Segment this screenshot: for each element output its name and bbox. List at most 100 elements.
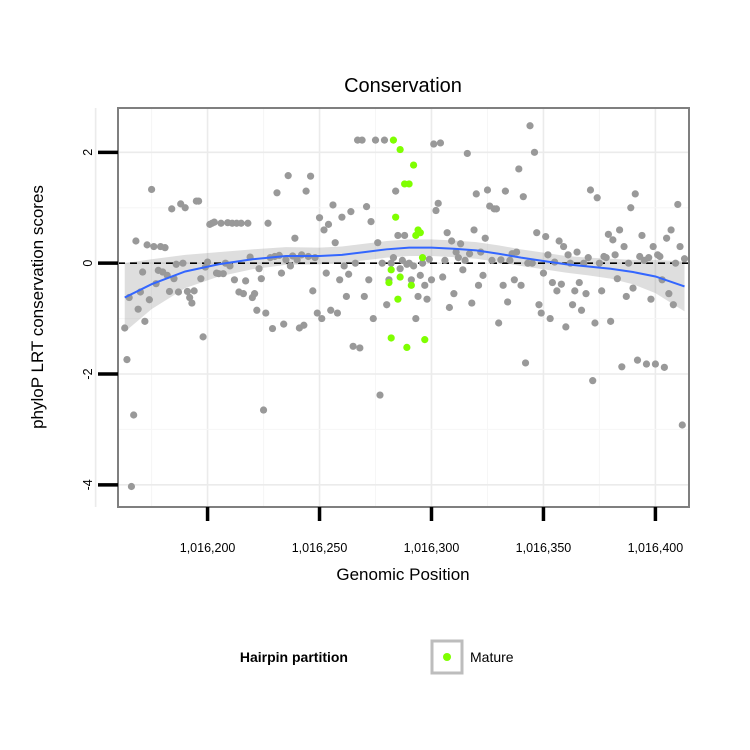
axes: 1,016,200 1,016,250 1,016,300 1,016,350 1,01… (81, 149, 683, 555)
data-point-mature (389, 136, 398, 144)
data-point (121, 324, 129, 332)
data-point (427, 276, 436, 284)
data-point (423, 295, 431, 303)
data-point-mature (396, 145, 404, 154)
legend-key-box (430, 639, 464, 675)
data-point (479, 271, 487, 279)
y-tick-label: -2 (81, 368, 95, 379)
data-point (356, 344, 364, 352)
data-point (421, 281, 429, 289)
data-point (302, 187, 310, 195)
data-point (441, 256, 449, 264)
data-point (665, 290, 673, 298)
data-point (459, 266, 467, 274)
data-point (468, 299, 476, 307)
plot-frame (117, 107, 690, 508)
data-point (145, 296, 153, 304)
data-point-mature (418, 254, 427, 262)
data-point (624, 259, 633, 267)
x-tick-label: 1,016,400 (628, 541, 684, 555)
data-point (499, 281, 507, 289)
data-point (181, 204, 189, 212)
data-point (674, 200, 682, 209)
data-point (250, 290, 259, 298)
legend-key-mature (443, 653, 451, 661)
data-point (217, 219, 225, 227)
data-points (121, 122, 689, 491)
data-point (638, 231, 646, 240)
data-point (338, 213, 346, 221)
data-point (557, 280, 565, 288)
data-point (584, 254, 592, 262)
data-point (452, 248, 460, 256)
plot-area (118, 108, 689, 507)
data-point (168, 205, 176, 213)
data-point (448, 237, 456, 245)
data-point (186, 293, 194, 302)
data-point (651, 360, 660, 368)
data-point (544, 251, 552, 259)
smooth-trend-line (124, 246, 685, 299)
data-point (291, 234, 299, 242)
data-point (669, 301, 677, 309)
data-point (631, 190, 639, 198)
data-point (598, 287, 606, 295)
data-point (497, 256, 505, 264)
data-point (472, 190, 480, 198)
data-point-mature (403, 343, 411, 351)
data-point (586, 186, 595, 194)
data-point (461, 256, 469, 264)
data-point (329, 201, 337, 209)
data-point (564, 251, 572, 259)
data-point (656, 252, 664, 261)
chart-title: Conservation (344, 75, 462, 97)
data-point (615, 226, 624, 234)
data-point (504, 298, 512, 306)
data-point (591, 319, 599, 327)
data-point (378, 259, 386, 267)
data-point (195, 197, 203, 205)
data-point (660, 363, 668, 371)
data-point-mature (416, 229, 424, 237)
data-point (571, 287, 579, 295)
data-point (663, 234, 671, 242)
data-point (242, 277, 250, 285)
data-point (573, 248, 581, 256)
smooth-line (124, 246, 685, 299)
data-point (434, 199, 442, 207)
data-point (443, 229, 451, 237)
data-point (418, 259, 427, 267)
x-axis-label: Genomic Position (336, 565, 469, 584)
data-point (313, 309, 321, 317)
data-point (609, 236, 617, 244)
data-point (340, 262, 348, 270)
data-point (280, 320, 288, 328)
data-point (676, 242, 684, 251)
data-point (358, 136, 366, 144)
data-point (188, 299, 196, 307)
data-point (226, 262, 234, 270)
data-point (409, 262, 418, 270)
data-point (351, 259, 359, 267)
data-point (512, 248, 521, 256)
data-point (483, 186, 492, 194)
data-point (123, 355, 131, 364)
data-point (165, 287, 174, 296)
data-point (376, 391, 384, 399)
data-point (315, 214, 324, 222)
data-point (306, 172, 315, 180)
data-point (264, 219, 272, 227)
data-point (553, 287, 561, 295)
data-point (622, 292, 630, 301)
data-point (680, 255, 689, 263)
data-point (416, 271, 424, 279)
data-point (474, 281, 483, 289)
data-point (495, 319, 503, 327)
data-point (132, 237, 140, 245)
data-point (613, 275, 621, 283)
data-point (470, 226, 478, 234)
data-point (219, 270, 227, 278)
data-point (172, 260, 180, 268)
legend-label-mature: Mature (470, 649, 514, 665)
